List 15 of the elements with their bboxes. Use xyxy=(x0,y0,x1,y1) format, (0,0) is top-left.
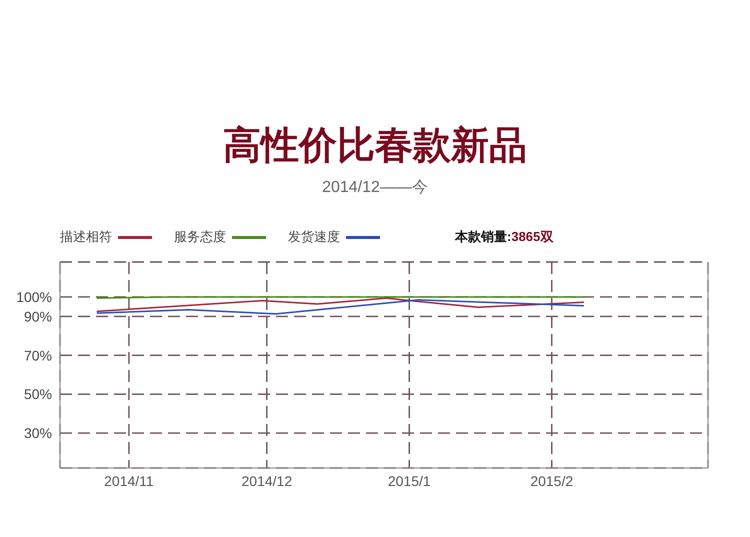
y-tick-label: 30% xyxy=(24,424,52,441)
x-tick-label: 2015/1 xyxy=(388,472,431,489)
legend-label: 描述相符 xyxy=(60,228,112,246)
y-tick-label: 50% xyxy=(24,386,52,402)
x-tick-label: 2014/12 xyxy=(242,472,292,489)
y-tick-label: 100% xyxy=(16,288,52,305)
y-tick-label: 90% xyxy=(24,308,52,324)
y-tick-label: 70% xyxy=(24,347,52,364)
x-tick-label: 2015/2 xyxy=(530,472,574,489)
chart-title: 高性价比春款新品 xyxy=(222,124,528,169)
legend-label: 发货速度 xyxy=(288,228,340,246)
x-tick-label: 2014/11 xyxy=(104,472,154,489)
chart-subtitle: 2014/12——今 xyxy=(321,178,429,198)
text: 本款销量:3865双 xyxy=(455,229,554,244)
legend-label: 服务态度 xyxy=(174,228,226,246)
